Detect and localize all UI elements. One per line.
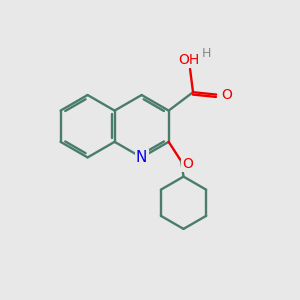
Text: O: O <box>182 157 193 170</box>
Text: H: H <box>201 47 211 60</box>
Text: N: N <box>136 150 147 165</box>
Text: O: O <box>222 88 232 102</box>
Text: OH: OH <box>178 53 199 67</box>
